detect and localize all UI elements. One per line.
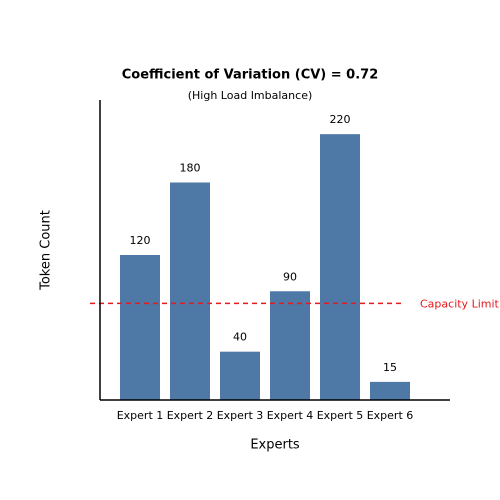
value-label: 180 [180,162,201,175]
x-tick-label: Expert 2 [167,409,214,422]
x-tick-label: Expert 6 [367,409,414,422]
x-tick-label: Expert 4 [267,409,314,422]
y-axis-label: Token Count [39,210,54,291]
bar [120,255,160,400]
value-label: 15 [383,361,397,374]
x-tick-label: Expert 1 [117,409,164,422]
bar [170,182,210,400]
bar [320,134,360,400]
x-axis-label: Experts [250,438,300,453]
value-label: 40 [233,331,247,344]
value-label: 220 [330,113,351,126]
x-tick-label: Expert 3 [217,409,264,422]
bar [370,381,410,400]
bar [270,291,310,400]
value-label: 90 [283,270,297,283]
reference-label: Capacity Limit [420,297,500,310]
chart-title: Coefficient of Variation (CV) = 0.72 [122,68,379,83]
bar [220,351,260,400]
value-label: 120 [130,234,151,247]
x-tick-label: Expert 5 [317,409,364,422]
chart-subtitle: (High Load Imbalance) [188,89,313,102]
